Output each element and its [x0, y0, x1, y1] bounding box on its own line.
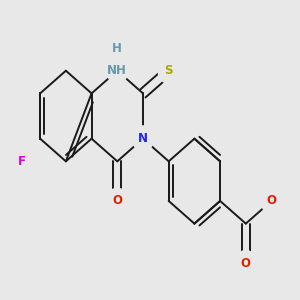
Circle shape	[11, 148, 32, 174]
Circle shape	[261, 188, 282, 214]
Text: O: O	[241, 257, 251, 270]
Circle shape	[107, 188, 128, 214]
Text: S: S	[164, 64, 173, 77]
Text: O: O	[266, 194, 277, 208]
Circle shape	[158, 58, 179, 83]
Circle shape	[107, 58, 128, 83]
Text: F: F	[17, 155, 26, 168]
Circle shape	[133, 126, 154, 152]
Text: NH: NH	[107, 64, 127, 77]
Text: O: O	[112, 194, 122, 208]
Text: N: N	[138, 132, 148, 145]
Text: H: H	[112, 42, 122, 55]
Circle shape	[235, 250, 256, 276]
